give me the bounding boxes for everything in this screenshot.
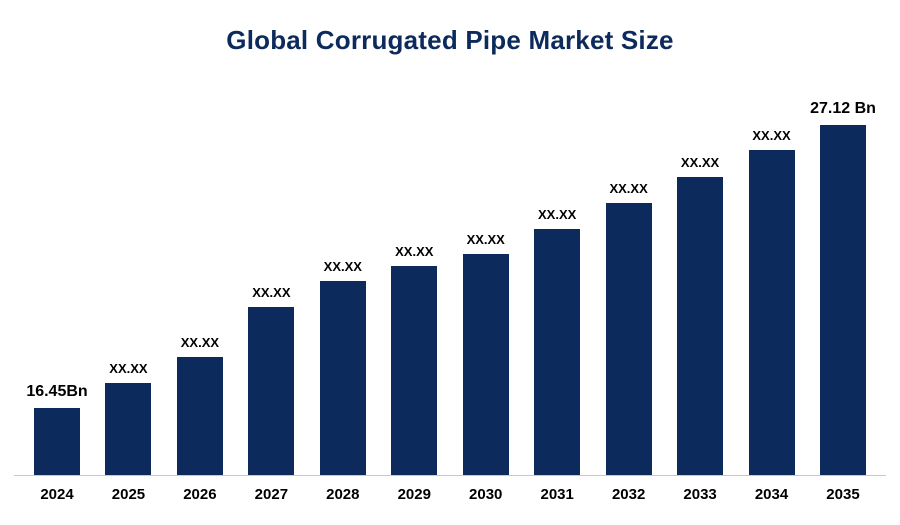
year-label: 2026 <box>183 486 217 503</box>
bar-value-label: XX.XX <box>752 128 791 143</box>
bar <box>248 307 295 475</box>
bar <box>105 383 152 475</box>
bar <box>819 125 866 475</box>
bar-group: XX.XX <box>248 285 295 475</box>
year-label: 2025 <box>111 486 146 503</box>
bar-value-label: XX.XX <box>609 181 648 196</box>
plot-area: 16.45Bn XX.XX XX.XX XX.XX XX.XX XX.XX XX.XX XX.… <box>0 100 900 503</box>
bar <box>534 229 581 475</box>
year-col: 2033 <box>677 486 723 503</box>
year-col: 2034 <box>749 486 795 503</box>
year-label: 2031 <box>540 486 574 503</box>
year-col: 2032 <box>606 486 652 503</box>
bar-group: 16.45Bn <box>26 383 88 475</box>
year-col: 2024 <box>34 486 80 503</box>
year-label: 2033 <box>683 486 717 503</box>
year-label: 2035 <box>826 486 860 503</box>
bar-group: 27.12 Bn <box>810 100 876 475</box>
year-col: 2035 <box>820 486 866 503</box>
bar <box>605 203 652 475</box>
year-col: 2027 <box>248 486 294 503</box>
year-col: 2026 <box>177 486 223 503</box>
bar-value-label: XX.XX <box>252 285 291 300</box>
bar-group: XX.XX <box>605 181 652 475</box>
x-axis-labels: 2024 2025 2026 2027 2028 2029 2030 2031 2032 2033… <box>0 486 900 503</box>
bar-group: XX.XX <box>748 128 795 475</box>
year-label: 2030 <box>469 486 503 503</box>
bar <box>462 254 509 475</box>
bar-value-label: 16.45Bn <box>26 383 88 400</box>
bar-value-label: XX.XX <box>180 335 220 350</box>
bar-group: XX.XX <box>462 232 509 475</box>
year-label: 2028 <box>326 486 360 503</box>
year-label: 2029 <box>397 486 431 503</box>
year-col: 2030 <box>463 486 509 503</box>
year-label: 2024 <box>40 486 74 503</box>
bar-group: XX.XX <box>677 155 724 475</box>
year-col: 2029 <box>391 486 437 503</box>
bars-row: 16.45Bn XX.XX XX.XX XX.XX XX.XX XX.XX XX.XX XX.… <box>0 100 900 475</box>
bar <box>34 408 80 475</box>
x-axis-line <box>14 475 886 476</box>
bar-value-label: 27.12 Bn <box>810 100 876 117</box>
bar-group: XX.XX <box>105 361 152 475</box>
chart-title: Global Corrugated Pipe Market Size <box>226 25 674 55</box>
bar-value-label: XX.XX <box>466 232 505 247</box>
bar <box>677 177 724 475</box>
bar-group: XX.XX <box>319 259 366 475</box>
bar <box>319 281 366 475</box>
bar-value-label: XX.XX <box>395 244 434 259</box>
bar-value-label: XX.XX <box>109 361 148 376</box>
year-col: 2025 <box>105 486 151 503</box>
bar-value-label: XX.XX <box>538 207 577 222</box>
bar <box>176 357 223 475</box>
year-col: 2028 <box>320 486 366 503</box>
year-label: 2034 <box>754 486 789 503</box>
year-label: 2027 <box>254 486 289 503</box>
year-label: 2032 <box>611 486 646 503</box>
bar-value-label: XX.XX <box>323 259 362 274</box>
bar-group: XX.XX <box>534 207 581 475</box>
bar-group: XX.XX <box>176 335 223 475</box>
year-col: 2031 <box>534 486 580 503</box>
bar <box>391 266 438 475</box>
bar <box>748 150 795 475</box>
bar-group: XX.XX <box>391 244 438 475</box>
bar-value-label: XX.XX <box>680 155 720 170</box>
